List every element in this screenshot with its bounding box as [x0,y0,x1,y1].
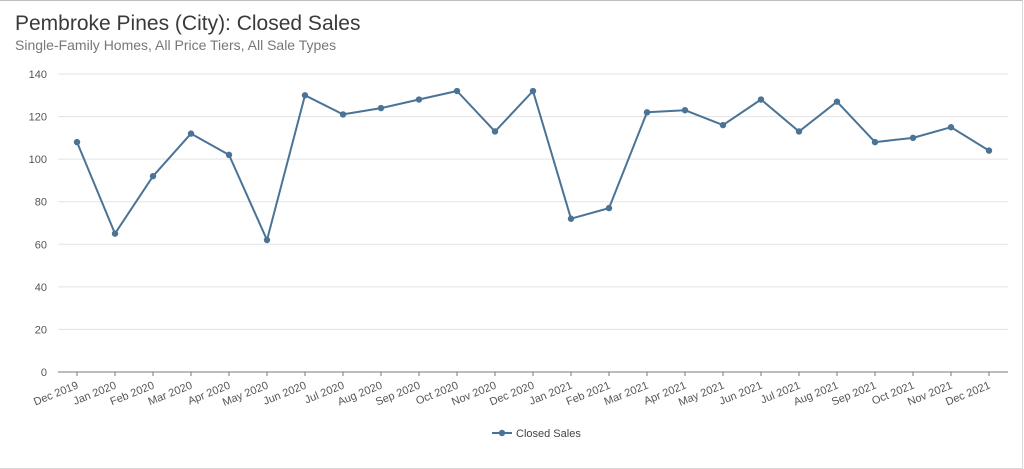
data-point[interactable] [187,130,195,137]
data-point[interactable] [643,109,651,116]
chart-title: Pembroke Pines (City): Closed Sales [15,12,361,35]
y-tick-label: 0 [41,367,47,379]
data-point[interactable] [415,96,423,103]
data-point[interactable] [605,204,613,212]
data-point[interactable] [263,236,271,244]
y-tick-label: 40 [35,282,47,294]
data-point[interactable] [453,87,461,95]
data-point[interactable] [301,92,309,99]
y-tick-label: 100 [29,154,47,166]
data-point[interactable] [73,138,81,146]
data-point[interactable] [795,128,803,135]
data-point[interactable] [529,87,537,95]
data-point[interactable] [757,96,765,103]
y-tick-label: 140 [29,69,47,81]
data-point[interactable] [149,172,157,180]
data-point[interactable] [681,106,689,114]
chart-subtitle: Single-Family Homes, All Price Tiers, Al… [15,37,337,53]
data-point[interactable] [225,151,233,159]
y-tick-label: 60 [35,239,47,251]
data-point[interactable] [871,138,879,146]
legend-label[interactable]: Closed Sales [516,428,581,440]
data-point[interactable] [947,124,955,131]
legend-marker-icon [498,429,506,437]
data-point[interactable] [339,111,347,118]
data-point[interactable] [719,121,727,129]
x-tick-label: Dec 2019 [32,380,80,409]
series-layer [73,87,993,244]
data-point[interactable] [909,134,917,142]
x-tick-label: Mar 2020 [147,380,195,409]
x-tick-label: Jun 2020 [262,380,308,408]
data-point[interactable] [833,98,841,105]
data-point[interactable] [491,128,499,135]
data-point[interactable] [111,230,119,237]
y-axis-ticks: 0 20 40 60 80 100 120 140 [29,69,47,379]
y-tick-label: 120 [29,112,47,124]
data-point[interactable] [377,104,385,112]
series-line-closed-sales [76,90,990,241]
y-tick-label: 80 [35,197,47,209]
x-tick-label: Mar 2021 [603,380,651,409]
gridlines [58,73,1008,373]
data-point[interactable] [985,147,993,154]
legend[interactable]: Closed Sales [492,428,581,440]
y-tick-label: 20 [35,324,47,336]
data-point[interactable] [567,215,575,222]
x-tick-label: Jun 2021 [718,380,764,408]
